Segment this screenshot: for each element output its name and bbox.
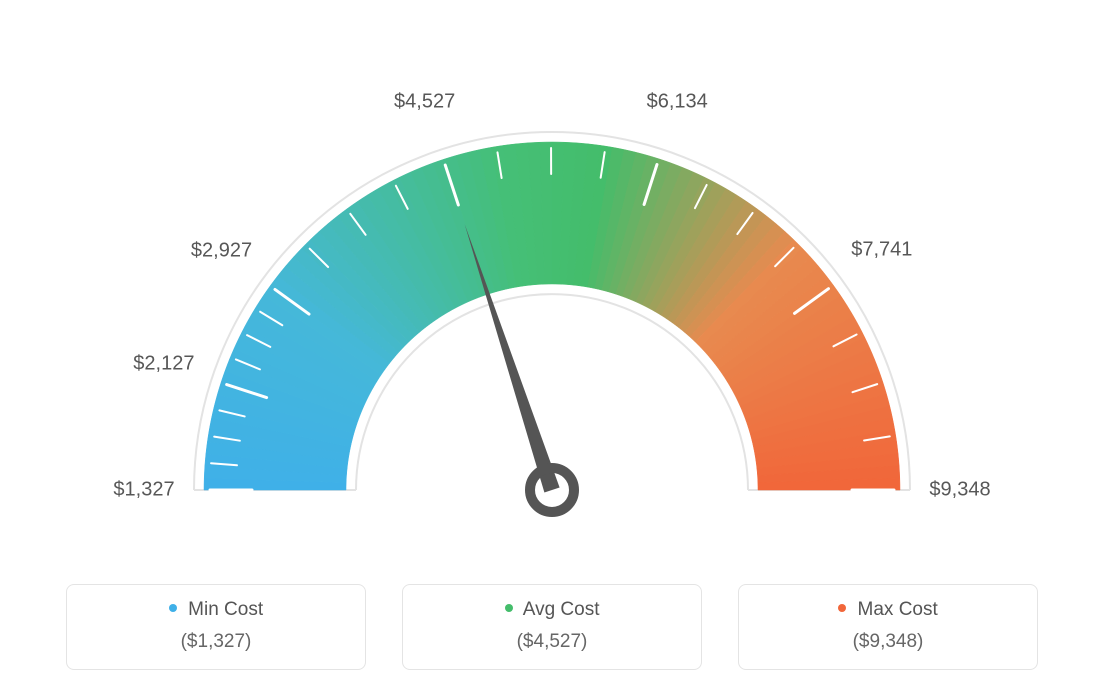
scale-label: $2,927: [191, 239, 252, 262]
scale-label: $7,741: [851, 238, 912, 261]
legend-title-text: Min Cost: [188, 599, 263, 620]
scale-label: $2,127: [133, 353, 194, 376]
legend-title: Avg Cost: [403, 599, 701, 621]
legend-value: ($1,327): [67, 631, 365, 653]
dot-icon: [838, 604, 846, 612]
legend-value: ($9,348): [739, 631, 1037, 653]
legend-title: Min Cost: [67, 599, 365, 621]
scale-label: $9,348: [929, 479, 990, 502]
legend-card-min: Min Cost ($1,327): [66, 584, 366, 670]
dot-icon: [505, 604, 513, 612]
dot-icon: [169, 604, 177, 612]
legend-card-max: Max Cost ($9,348): [738, 584, 1038, 670]
cost-gauge: $1,327 $2,127 $2,927 $4,527 $6,134 $7,741 $9,3…: [0, 0, 1104, 540]
scale-label: $6,134: [647, 90, 708, 113]
legend-value: ($4,527): [403, 631, 701, 653]
legend-title: Max Cost: [739, 599, 1037, 621]
scale-label: $1,327: [113, 479, 174, 502]
legend-card-avg: Avg Cost ($4,527): [402, 584, 702, 670]
legend: Min Cost ($1,327) Avg Cost ($4,527) Max …: [0, 584, 1104, 670]
legend-title-text: Avg Cost: [523, 599, 600, 620]
legend-title-text: Max Cost: [858, 599, 938, 620]
scale-label: $4,527: [394, 91, 455, 114]
